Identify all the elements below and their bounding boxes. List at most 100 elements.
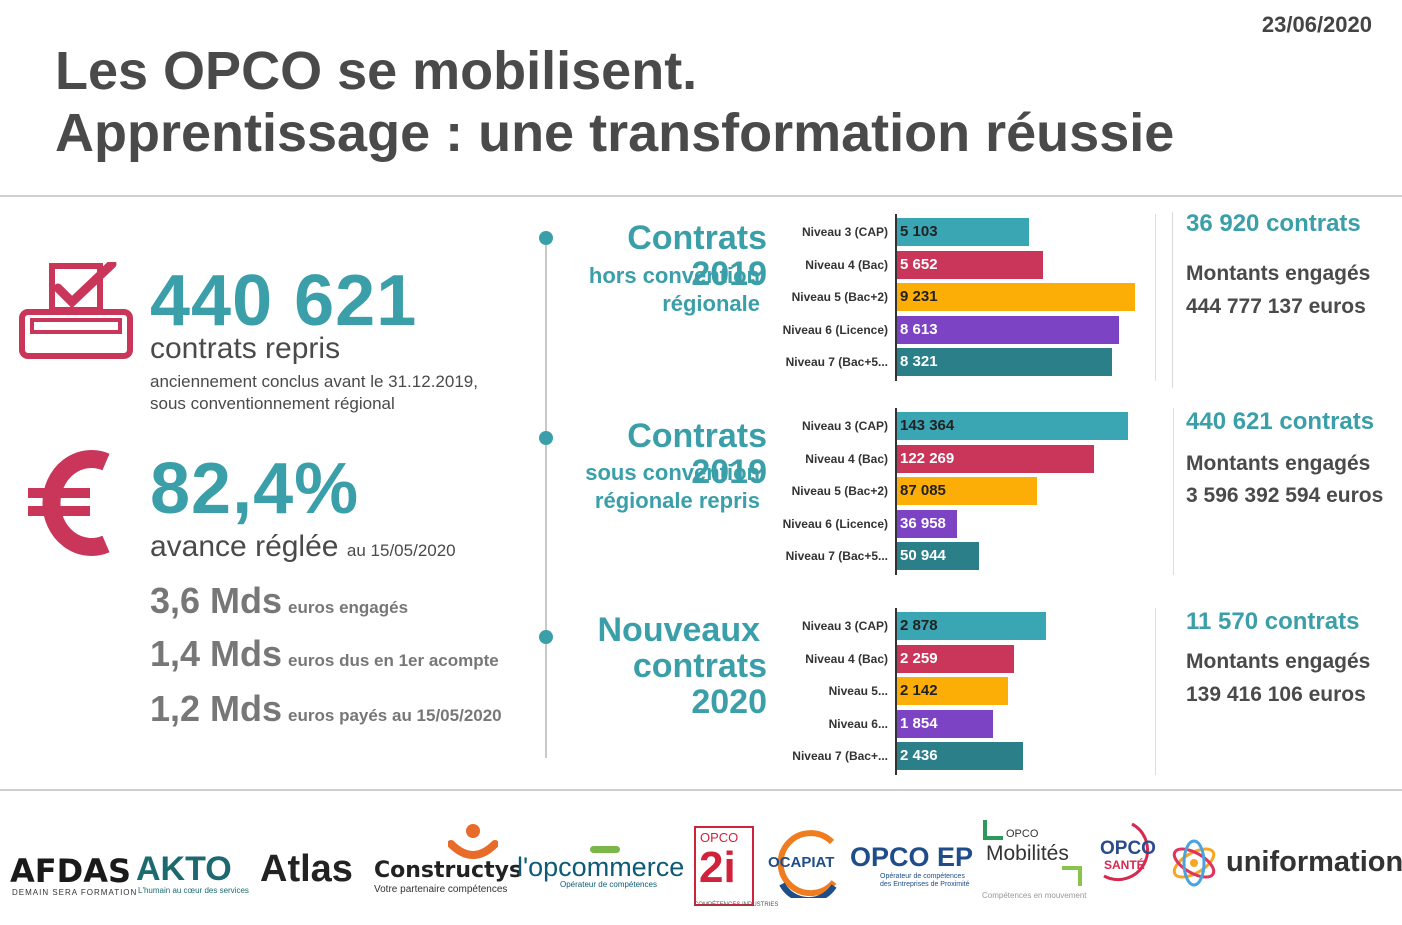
stats-divider (1172, 212, 1173, 388)
advance-kpi-date: au 15/05/2020 (346, 541, 456, 560)
bar-category-label: Niveau 7 (Bac+5... (785, 549, 888, 563)
bar: 2 436 (897, 742, 1023, 770)
bar-row: Niveau 5 (Bac+2) 87 085 (770, 477, 1170, 505)
chart-axis (895, 408, 897, 575)
bar-row: Niveau 4 (Bac) 2 259 (770, 644, 1170, 673)
section-subheading: hors convention régionale (560, 262, 760, 318)
bar-row: Niveau 3 (CAP) 143 364 (770, 412, 1170, 440)
bar-category-label: Niveau 5... (828, 684, 888, 698)
bar: 5 652 (897, 250, 1043, 279)
timeline-dot (539, 231, 553, 245)
opco2i-logo-frame (694, 826, 754, 906)
bar-category-label: Niveau 6 (Licence) (782, 322, 888, 337)
stat-label: Montants engagés (1186, 452, 1371, 475)
stat-count: 440 621 contrats (1186, 408, 1375, 435)
constructys-logo: Constructys (374, 858, 523, 883)
opcoep-logo: OPCO EP (850, 842, 974, 872)
bar-row: Niveau 6 (Licence) 36 958 (770, 509, 1170, 538)
bar-row: Niveau 7 (Bac+... 2 436 (770, 742, 1170, 770)
afdas-logo: AFDAS (10, 852, 131, 890)
bar-row: Niveau 7 (Bac+5... 50 944 (770, 542, 1170, 570)
stat-count: 36 920 contrats (1186, 210, 1361, 237)
bar-category-label: Niveau 6 (Licence) (782, 516, 888, 531)
section-sub-line: hors convention (588, 263, 760, 288)
bar-category-label: Niveau 5 (Bac+2) (791, 484, 888, 498)
bar: 143 364 (897, 412, 1128, 440)
header-divider (0, 195, 1402, 197)
mobilites-corner-icon (1062, 866, 1082, 886)
chart-gridline (1155, 608, 1156, 775)
bar-value-label: 50 944 (900, 547, 946, 564)
bar-value-label: 9 231 (900, 288, 938, 305)
bar-value-label: 2 878 (900, 617, 938, 634)
section-heading: Contrats 2019 (627, 417, 767, 491)
opcommerce-logo: l'opcommerce (517, 852, 685, 882)
bar-row: Niveau 7 (Bac+5... 8 321 (770, 348, 1170, 376)
mds-value: 3,6 Mds (150, 580, 283, 621)
bar-category-label: Niveau 4 (Bac) (805, 651, 888, 666)
date: 23/06/2020 (1261, 12, 1372, 37)
bar-category-label: Niveau 3 (CAP) (801, 225, 888, 239)
constructys-figure-icon (447, 822, 499, 867)
ballot-box-icon (18, 259, 134, 367)
mds-label: euros engagés (288, 598, 409, 617)
footer-divider (0, 789, 1402, 791)
stat-label: Montants engagés (1186, 262, 1371, 285)
sante-arc-icon (1092, 818, 1164, 891)
bar-row: Niveau 4 (Bac) 122 269 (770, 444, 1170, 473)
timeline-line (545, 238, 547, 758)
timeline-dot (539, 431, 553, 445)
afdas-tagline: DEMAIN SERA FORMATION (12, 888, 138, 897)
bar-category-label: Niveau 4 (Bac) (805, 451, 888, 466)
bar-row: Niveau 3 (CAP) 2 878 (770, 612, 1170, 640)
bar-chart-hors-convention: Niveau 3 (CAP) 5 103 Niveau 4 (Bac) 5 652 Ni… (770, 214, 1170, 386)
section-sub-line: régionale (662, 291, 760, 316)
euro-icon (28, 448, 114, 563)
bar-category-label: Niveau 3 (CAP) (801, 619, 888, 633)
bar: 50 944 (897, 542, 979, 570)
advance-kpi-label: avance réglée (150, 530, 339, 563)
opco2i-logo-top: OPCO (700, 830, 739, 845)
bar-category-label: Niveau 4 (Bac) (805, 257, 888, 272)
bar-row: Niveau 5 (Bac+2) 9 231 (770, 283, 1170, 311)
bar-row: Niveau 3 (CAP) 5 103 (770, 218, 1170, 246)
bar-value-label: 5 652 (900, 255, 938, 273)
bar-category-label: Niveau 7 (Bac+... (792, 749, 888, 763)
section-heading: Nouveaux (560, 611, 761, 649)
section-heading: Contrats 2019 (627, 219, 767, 293)
section-subheading: sous convention régionale repris (560, 459, 760, 515)
section-heading: contrats 2020 (560, 648, 767, 720)
bar-row: Niveau 6 (Licence) 8 613 (770, 315, 1170, 344)
opcoep-tagline: Opérateur de compétences des Entreprises… (880, 873, 970, 888)
chart-gridline (1173, 408, 1175, 575)
bar-value-label: 87 085 (900, 482, 946, 499)
bar: 2 878 (897, 612, 1046, 640)
advance-kpi-caption: avance réglée au 15/05/2020 (150, 530, 456, 564)
contracts-note-line-1: anciennement conclus avant le 31.12.2019… (150, 372, 478, 391)
uniformation-logo: uniformation (1226, 846, 1402, 878)
bar-value-label: 2 436 (900, 747, 938, 764)
contracts-kpi-value: 440 621 (150, 261, 418, 341)
mds-label: euros dus en 1er acompte (288, 651, 499, 670)
section-head-line: Nouveaux (597, 611, 761, 649)
ocapiat-ring-icon (772, 830, 846, 904)
bar-row: Niveau 6... 1 854 (770, 709, 1170, 738)
opco2i-logo: 2i (699, 843, 736, 892)
bar-row: Niveau 5... 2 142 (770, 677, 1170, 705)
mds-value: 1,2 Mds (150, 688, 283, 729)
bar: 2 142 (897, 677, 1008, 705)
mobilites-corner-icon (983, 820, 1003, 840)
uniformation-swirl-icon (1168, 838, 1220, 893)
bar-category-label: Niveau 3 (CAP) (801, 419, 888, 433)
mobilites-logo-top: OPCO (1006, 828, 1039, 840)
chart-gridline (1155, 214, 1156, 381)
bar-value-label: 36 958 (900, 514, 946, 532)
contracts-note-line-2: sous conventionnement régional (150, 394, 395, 413)
bar: 36 958 (897, 509, 957, 538)
page-title: Les OPCO se mobilisent. Apprentissage : … (55, 40, 1174, 164)
chart-axis (895, 608, 897, 775)
bar-value-label: 143 364 (900, 417, 955, 434)
mds-row: 1,4 Mds euros dus en 1er acompte (150, 633, 499, 675)
bar: 8 321 (897, 348, 1112, 376)
bar-value-label: 8 321 (900, 353, 938, 370)
